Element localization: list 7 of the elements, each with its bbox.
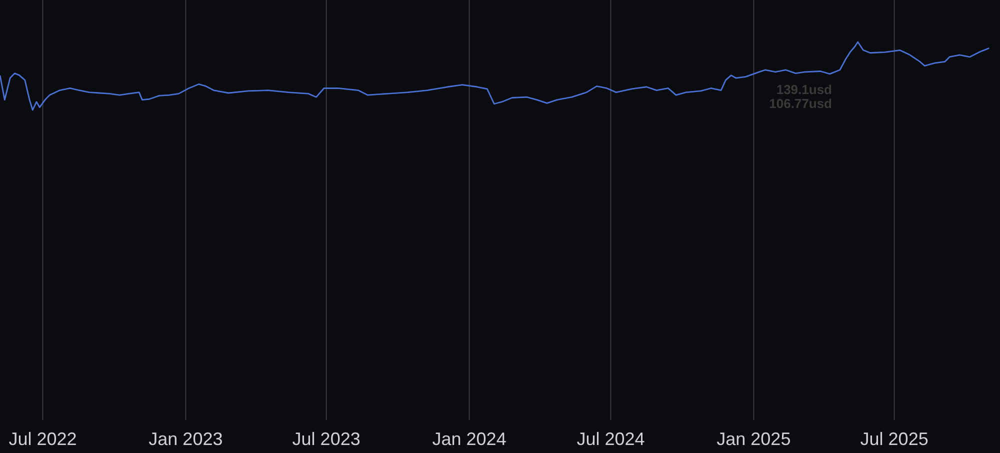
- x-tick-label: Jul 2022: [8, 429, 77, 449]
- x-tick-label: Jul 2023: [292, 429, 360, 449]
- x-tick-label: Jan 2024: [432, 429, 506, 449]
- x-tick-label: Jan 2025: [716, 429, 791, 449]
- x-tick-label: Jan 2023: [148, 429, 223, 449]
- x-tick-label: Jul 2024: [576, 429, 645, 449]
- x-tick-label: Jul 2025: [860, 429, 928, 449]
